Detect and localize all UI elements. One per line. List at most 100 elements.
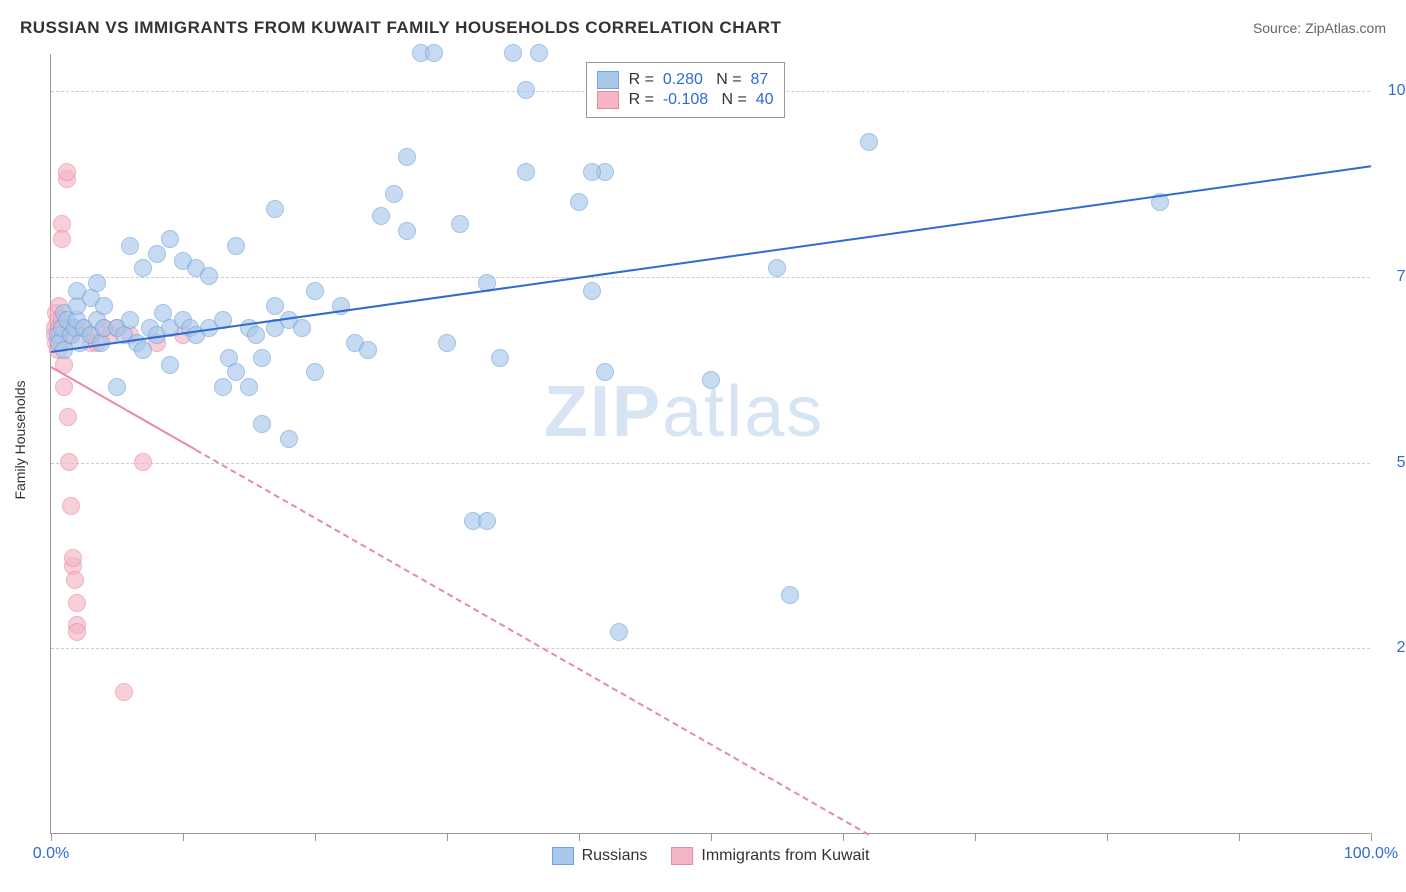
x-tick-label: 100.0%	[1344, 845, 1398, 863]
data-point	[240, 378, 258, 396]
data-point	[517, 163, 535, 181]
data-point	[702, 371, 720, 389]
data-point	[60, 453, 78, 471]
data-point	[68, 594, 86, 612]
data-point	[58, 163, 76, 181]
y-tick-label: 100.0%	[1388, 82, 1406, 100]
data-point	[121, 237, 139, 255]
data-point	[134, 453, 152, 471]
data-point	[306, 363, 324, 381]
data-point	[134, 341, 152, 359]
data-point	[530, 44, 548, 62]
gridline	[51, 463, 1370, 464]
legend-item: Immigrants from Kuwait	[671, 847, 869, 865]
data-point	[253, 349, 271, 367]
x-tick-mark	[711, 833, 712, 841]
chart-title: RUSSIAN VS IMMIGRANTS FROM KUWAIT FAMILY…	[20, 18, 781, 38]
stats-legend-text: R = -0.108 N = 40	[629, 91, 774, 109]
data-point	[372, 207, 390, 225]
data-point	[266, 297, 284, 315]
data-point	[583, 282, 601, 300]
data-point	[161, 356, 179, 374]
data-point	[62, 497, 80, 515]
data-point	[293, 319, 311, 337]
y-tick-label: 25.0%	[1397, 639, 1406, 657]
watermark-zip: ZIP	[544, 372, 662, 452]
data-point	[398, 222, 416, 240]
data-point	[504, 44, 522, 62]
data-point	[121, 311, 139, 329]
data-point	[95, 297, 113, 315]
y-tick-label: 50.0%	[1397, 454, 1406, 472]
data-point	[385, 185, 403, 203]
chart-plot-area: ZIPatlas 25.0%50.0%75.0%100.0%0.0%100.0%…	[50, 54, 1370, 834]
legend-swatch	[597, 71, 619, 89]
data-point	[161, 230, 179, 248]
data-point	[214, 378, 232, 396]
legend-label: Immigrants from Kuwait	[701, 847, 869, 865]
chart-source: Source: ZipAtlas.com	[1253, 20, 1386, 36]
stats-legend-text: R = 0.280 N = 87	[629, 71, 769, 89]
y-tick-label: 75.0%	[1397, 268, 1406, 286]
data-point	[68, 623, 86, 641]
x-tick-mark	[315, 833, 316, 841]
data-point	[266, 200, 284, 218]
legend-item: Russians	[552, 847, 648, 865]
data-point	[768, 259, 786, 277]
watermark-atlas: atlas	[662, 372, 824, 452]
series-legend: Russians Immigrants from Kuwait	[552, 847, 870, 865]
gridline	[51, 277, 1370, 278]
data-point	[570, 193, 588, 211]
gridline	[51, 648, 1370, 649]
legend-swatch	[552, 847, 574, 865]
legend-swatch	[671, 847, 693, 865]
data-point	[596, 363, 614, 381]
trend-line	[196, 449, 870, 836]
data-point	[860, 133, 878, 151]
x-tick-mark	[579, 833, 580, 841]
data-point	[583, 163, 601, 181]
legend-label: Russians	[582, 847, 648, 865]
data-point	[247, 326, 265, 344]
data-point	[398, 148, 416, 166]
x-tick-mark	[1107, 833, 1108, 841]
stats-legend: R = 0.280 N = 87 R = -0.108 N = 40	[586, 62, 785, 118]
x-tick-mark	[975, 833, 976, 841]
data-point	[200, 267, 218, 285]
trend-line	[51, 165, 1371, 353]
data-point	[280, 430, 298, 448]
data-point	[88, 274, 106, 292]
data-point	[253, 415, 271, 433]
data-point	[64, 549, 82, 567]
data-point	[610, 623, 628, 641]
data-point	[148, 245, 166, 263]
data-point	[59, 408, 77, 426]
data-point	[451, 215, 469, 233]
data-point	[55, 378, 73, 396]
data-point	[227, 237, 245, 255]
data-point	[66, 571, 84, 589]
data-point	[781, 586, 799, 604]
x-tick-mark	[843, 833, 844, 841]
data-point	[306, 282, 324, 300]
x-tick-mark	[51, 833, 52, 841]
x-tick-mark	[1239, 833, 1240, 841]
data-point	[425, 44, 443, 62]
data-point	[491, 349, 509, 367]
x-tick-mark	[1371, 833, 1372, 841]
data-point	[115, 683, 133, 701]
y-axis-label: Family Households	[12, 380, 28, 499]
chart-header: RUSSIAN VS IMMIGRANTS FROM KUWAIT FAMILY…	[20, 18, 1386, 38]
x-tick-label: 0.0%	[33, 845, 69, 863]
stats-legend-row: R = -0.108 N = 40	[597, 91, 774, 109]
data-point	[108, 378, 126, 396]
data-point	[134, 259, 152, 277]
x-tick-mark	[183, 833, 184, 841]
stats-legend-row: R = 0.280 N = 87	[597, 71, 774, 89]
data-point	[438, 334, 456, 352]
data-point	[517, 81, 535, 99]
data-point	[227, 363, 245, 381]
x-tick-mark	[447, 833, 448, 841]
data-point	[478, 512, 496, 530]
watermark: ZIPatlas	[544, 371, 824, 453]
